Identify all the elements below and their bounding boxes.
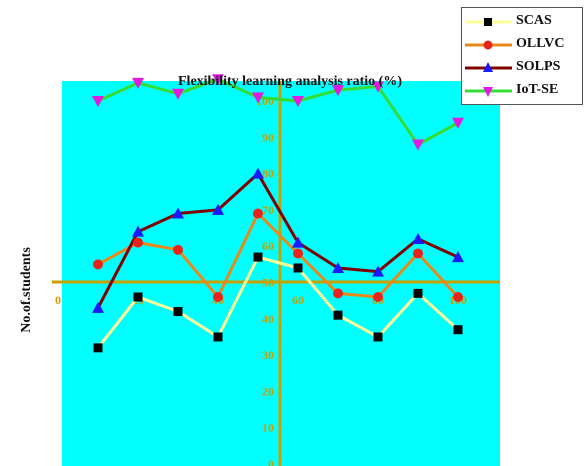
legend-marker-iot-se	[465, 87, 512, 97]
data-point-scas	[453, 325, 463, 335]
data-point-solps	[132, 225, 144, 237]
data-point-ollvc	[213, 292, 223, 303]
data-point-iot-se	[452, 117, 464, 129]
data-point-ollvc	[253, 208, 263, 219]
y-tick-label: 30	[262, 348, 274, 362]
data-point-iot-se	[292, 96, 304, 107]
data-point-iot-se	[132, 77, 144, 89]
legend-label-solps: SOLPS	[516, 59, 561, 74]
series-line-scas	[96, 255, 460, 349]
data-point-scas	[133, 292, 143, 302]
legend-marker-ollvc	[465, 40, 512, 50]
data-point-solps	[172, 207, 184, 219]
y-tick-label: 10	[262, 421, 274, 435]
data-point-ollvc	[453, 292, 463, 303]
series-line-solps	[96, 172, 459, 309]
data-point-solps	[452, 251, 464, 263]
y-tick-label: 0	[268, 457, 274, 466]
legend-item-scas: SCAS	[462, 11, 582, 33]
data-point-iot-se	[212, 74, 224, 86]
data-point-ollvc	[413, 248, 423, 259]
legend-marker-solps	[465, 62, 512, 72]
series-line-ollvc	[97, 212, 460, 299]
data-point-iot-se	[92, 96, 104, 107]
y-tick-label: 90	[262, 130, 274, 144]
axes	[52, 81, 500, 466]
y-tick-label: 70	[262, 203, 274, 217]
legend: SCAS OLLVC SOLPS IoT-SE	[461, 7, 583, 105]
data-point-iot-se	[412, 139, 424, 151]
data-point-scas	[173, 307, 183, 317]
data-point-ollvc	[173, 244, 183, 255]
data-point-solps	[332, 261, 344, 273]
chart-title: Flexibility learning analysis ratio (%)	[178, 74, 402, 89]
legend-item-solps: SOLPS	[462, 57, 582, 79]
series-line-iot-se	[97, 77, 459, 147]
legend-marker-scas	[465, 18, 512, 26]
data-point-scas	[253, 252, 263, 262]
data-point-scas	[413, 288, 423, 298]
data-point-solps	[292, 236, 304, 248]
data-point-scas	[373, 332, 383, 342]
data-point-scas	[213, 332, 223, 342]
data-point-ollvc	[293, 248, 303, 259]
y-tick-label: 40	[262, 312, 274, 326]
data-point-scas	[93, 343, 103, 353]
data-point-ollvc	[93, 259, 103, 270]
x-tick-label: 60	[292, 293, 304, 307]
data-point-scas	[293, 263, 303, 273]
data-point-ollvc	[133, 237, 143, 248]
legend-label-ollvc: OLLVC	[516, 36, 565, 51]
series-markers	[92, 74, 464, 353]
y-tick-label: 60	[262, 239, 274, 253]
y-tick-label: 80	[262, 167, 274, 181]
legend-item-ollvc: OLLVC	[462, 34, 582, 56]
y-tick-label: 20	[262, 384, 274, 398]
x-tick-label: 0	[55, 293, 61, 307]
y-tick-label: 50	[262, 276, 274, 290]
data-point-iot-se	[372, 81, 384, 93]
data-point-scas	[333, 310, 343, 320]
data-point-iot-se	[252, 92, 264, 104]
data-point-iot-se	[172, 88, 184, 100]
data-point-solps	[252, 167, 264, 179]
data-point-solps	[92, 301, 104, 313]
legend-label-scas: SCAS	[516, 13, 552, 28]
data-point-solps	[412, 232, 424, 244]
data-point-solps	[212, 203, 224, 215]
y-axis-label: No.of.students	[19, 247, 34, 333]
series-lines	[96, 77, 460, 349]
data-point-ollvc	[373, 292, 383, 303]
legend-label-iot-se: IoT-SE	[516, 82, 559, 97]
data-point-solps	[372, 265, 384, 277]
legend-item-iot-se: IoT-SE	[462, 80, 582, 102]
data-point-ollvc	[333, 288, 343, 299]
data-point-iot-se	[332, 85, 344, 97]
